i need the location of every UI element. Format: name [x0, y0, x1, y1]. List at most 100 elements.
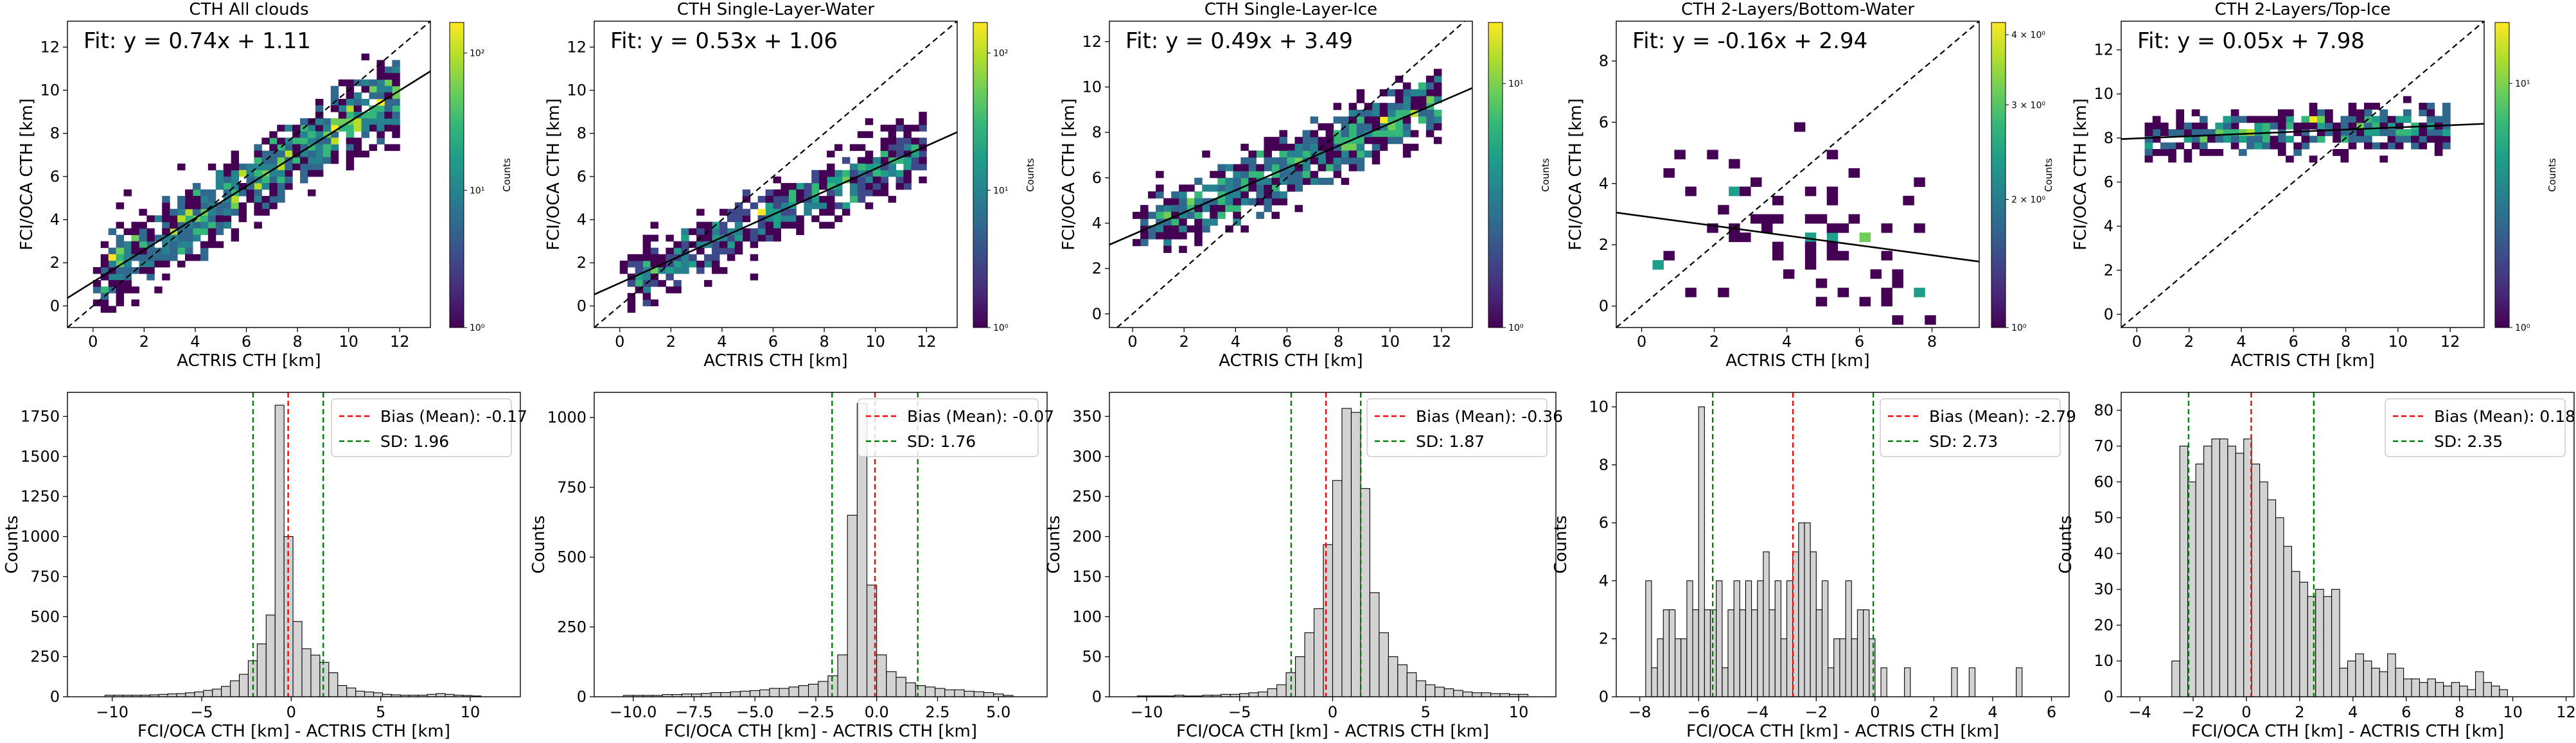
- heatmap-cell: [2277, 122, 2286, 130]
- heatmap-cell: [1333, 150, 1342, 158]
- heatmap-cell: [872, 176, 881, 184]
- heatmap-cell: [146, 267, 155, 274]
- heatmap-cell: [1264, 198, 1272, 205]
- histogram-bar: [2355, 653, 2364, 697]
- heatmap-cell: [1826, 241, 1839, 252]
- heatmap-cell: [200, 196, 209, 203]
- heatmap-cell: [895, 144, 904, 152]
- heatmap-cell: [796, 189, 804, 197]
- heatmap-cell: [734, 202, 743, 209]
- heatmap-cell: [231, 202, 240, 209]
- heatmap-cell: [177, 196, 186, 203]
- heatmap-cell: [1202, 150, 1210, 158]
- heatmap-cell: [392, 73, 400, 80]
- heatmap-cell: [781, 209, 789, 216]
- heatmap-cell: [392, 98, 400, 106]
- heatmap-cell: [1341, 137, 1350, 144]
- heatmap-cell: [123, 228, 132, 236]
- histogram-bar: [701, 693, 712, 697]
- histogram-bar: [1434, 686, 1445, 697]
- axes-frame: [1616, 21, 1980, 328]
- histogram-bar: [1248, 692, 1259, 697]
- heatmap-cell: [2293, 142, 2302, 150]
- heatmap-cell: [1233, 164, 1241, 171]
- heatmap-cell: [1356, 109, 1365, 117]
- heatmap-cell: [1310, 116, 1319, 124]
- heatmap-cell: [1156, 184, 1164, 192]
- heatmap-cell: [2309, 102, 2318, 110]
- heatmap-cell: [2254, 116, 2263, 123]
- heatmap-cell: [2277, 135, 2286, 143]
- heatmap-cell: [642, 247, 651, 255]
- histogram-bar: [1839, 638, 1846, 697]
- y-tick-label: 4: [50, 211, 60, 229]
- histogram-bar: [2179, 446, 2189, 697]
- heatmap-cell: [781, 222, 789, 229]
- heatmap-cell: [215, 222, 224, 229]
- heatmap-cell: [269, 150, 278, 158]
- heatmap-cell: [1718, 287, 1729, 297]
- histogram-bar: [895, 677, 906, 697]
- heatmap-cell: [1156, 205, 1164, 213]
- heatmap-cell: [223, 202, 232, 209]
- heatmap-cell: [903, 125, 912, 132]
- heatmap-cell: [2348, 122, 2357, 130]
- heatmap-cell: [872, 182, 881, 190]
- heatmap-cell: [2387, 142, 2396, 150]
- heatmap-cell: [1395, 103, 1404, 110]
- heatmap-cell: [1859, 297, 1871, 307]
- heatmap-cell: [1294, 157, 1303, 165]
- heatmap-cell: [146, 274, 155, 281]
- heatmap-cell: [1729, 186, 1740, 197]
- legend-box: [1880, 398, 2061, 457]
- heatmap-cell: [2419, 109, 2428, 117]
- heatmap-cell: [857, 131, 866, 138]
- heatmap-cell: [757, 209, 766, 216]
- x-axis-label: FCI/OCA CTH [km] - ACTRIS CTH [km]: [1176, 722, 1489, 741]
- x-tick-label: 4: [1988, 703, 1997, 721]
- heatmap-cell: [1379, 109, 1388, 117]
- heatmap-cell: [2434, 142, 2443, 150]
- heatmap-cell: [650, 299, 658, 306]
- heatmap-cell: [2301, 129, 2310, 136]
- legend-box: [858, 398, 1039, 457]
- heatmap-cell: [734, 241, 743, 249]
- heatmap-cell: [2286, 122, 2294, 130]
- legend-box: [1366, 398, 1548, 457]
- x-tick-label: 10: [2503, 703, 2523, 721]
- heatmap-cell: [1395, 130, 1404, 137]
- histogram-bar: [2419, 682, 2428, 697]
- heatmap-cell: [1294, 137, 1303, 144]
- histogram-bar: [319, 661, 330, 697]
- histogram-bar: [2483, 682, 2492, 697]
- heatmap-cell: [1348, 123, 1357, 131]
- heatmap-cell: [215, 182, 224, 190]
- heatmap-cell: [1202, 184, 1210, 192]
- heatmap-cell: [1356, 123, 1365, 131]
- heatmap-cell: [123, 189, 132, 197]
- heatmap-cell: [1163, 211, 1172, 219]
- heatmap-cell: [131, 286, 139, 293]
- histogram-bar: [2379, 671, 2388, 697]
- legend-box: [331, 398, 512, 457]
- heatmap-cell: [1187, 211, 1195, 219]
- heatmap-cell: [673, 241, 682, 249]
- heatmap-cell: [2168, 129, 2176, 136]
- heatmap-cell: [376, 112, 385, 119]
- histogram-bar: [1833, 638, 1840, 697]
- colorbar-tick-label: 10¹: [2515, 79, 2530, 89]
- heatmap-cell: [192, 254, 201, 261]
- y-tick-label: 500: [557, 548, 587, 566]
- heatmap-cell: [2144, 122, 2153, 130]
- y-tick-label: 2: [1092, 259, 1102, 277]
- heatmap-cell: [308, 157, 316, 164]
- heatmap-cell: [300, 170, 308, 177]
- heatmap-cell: [1264, 164, 1272, 171]
- histogram-bar: [983, 692, 994, 697]
- heatmap-cell: [277, 150, 285, 158]
- heatmap-cell: [1264, 143, 1272, 151]
- heatmap-cell: [849, 163, 858, 171]
